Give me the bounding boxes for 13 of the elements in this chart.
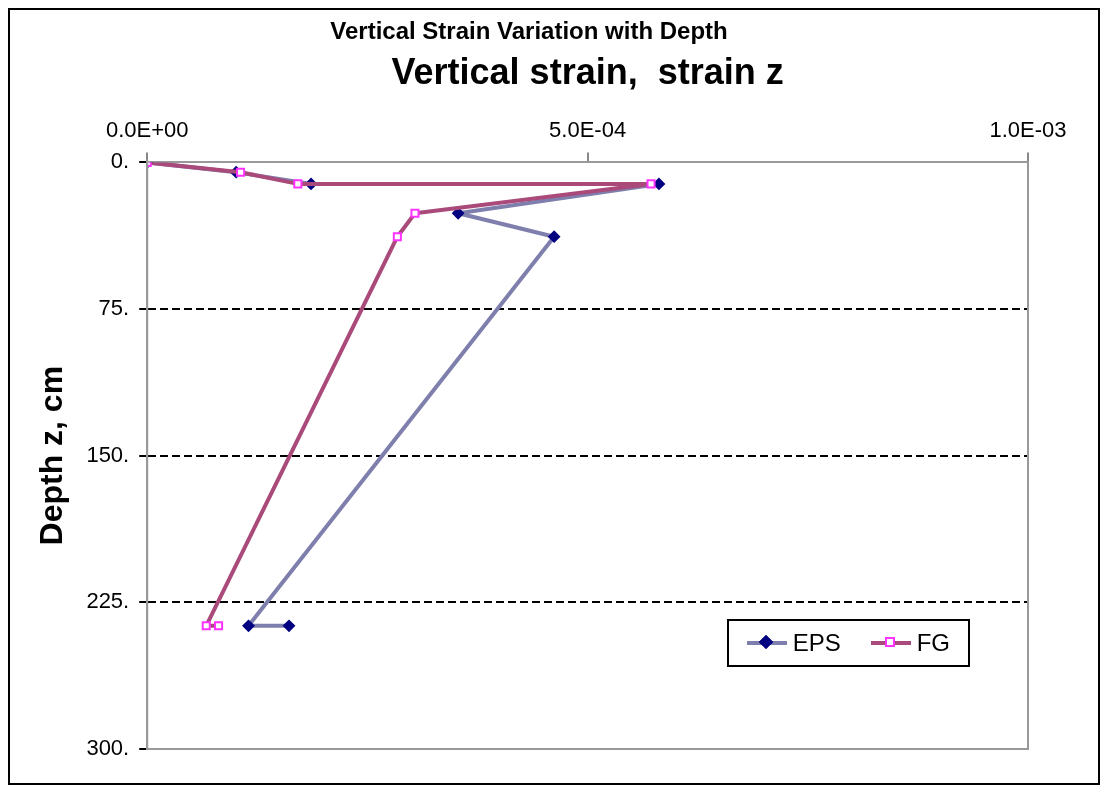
chart-title: Vertical Strain Variation with Depth	[330, 17, 728, 45]
y-tick-label: 225.	[86, 588, 130, 614]
y-tick-label: 75.	[98, 295, 130, 321]
y-axis-title: Depth z, cm	[33, 365, 70, 546]
y-tick-label: 150.	[86, 441, 130, 467]
y-tick-label: 0.	[110, 148, 130, 174]
legend-label: EPS	[792, 629, 841, 657]
x-tick-label: 1.0E-03	[989, 117, 1067, 143]
legend-label: FG	[916, 629, 950, 657]
x-tick-label: 0.0E+00	[105, 117, 189, 143]
x-tick-label: 5.0E-04	[549, 117, 627, 143]
y-tick-label: 300.	[86, 735, 130, 761]
x-axis-title: Vertical strain, strain z	[391, 51, 784, 93]
